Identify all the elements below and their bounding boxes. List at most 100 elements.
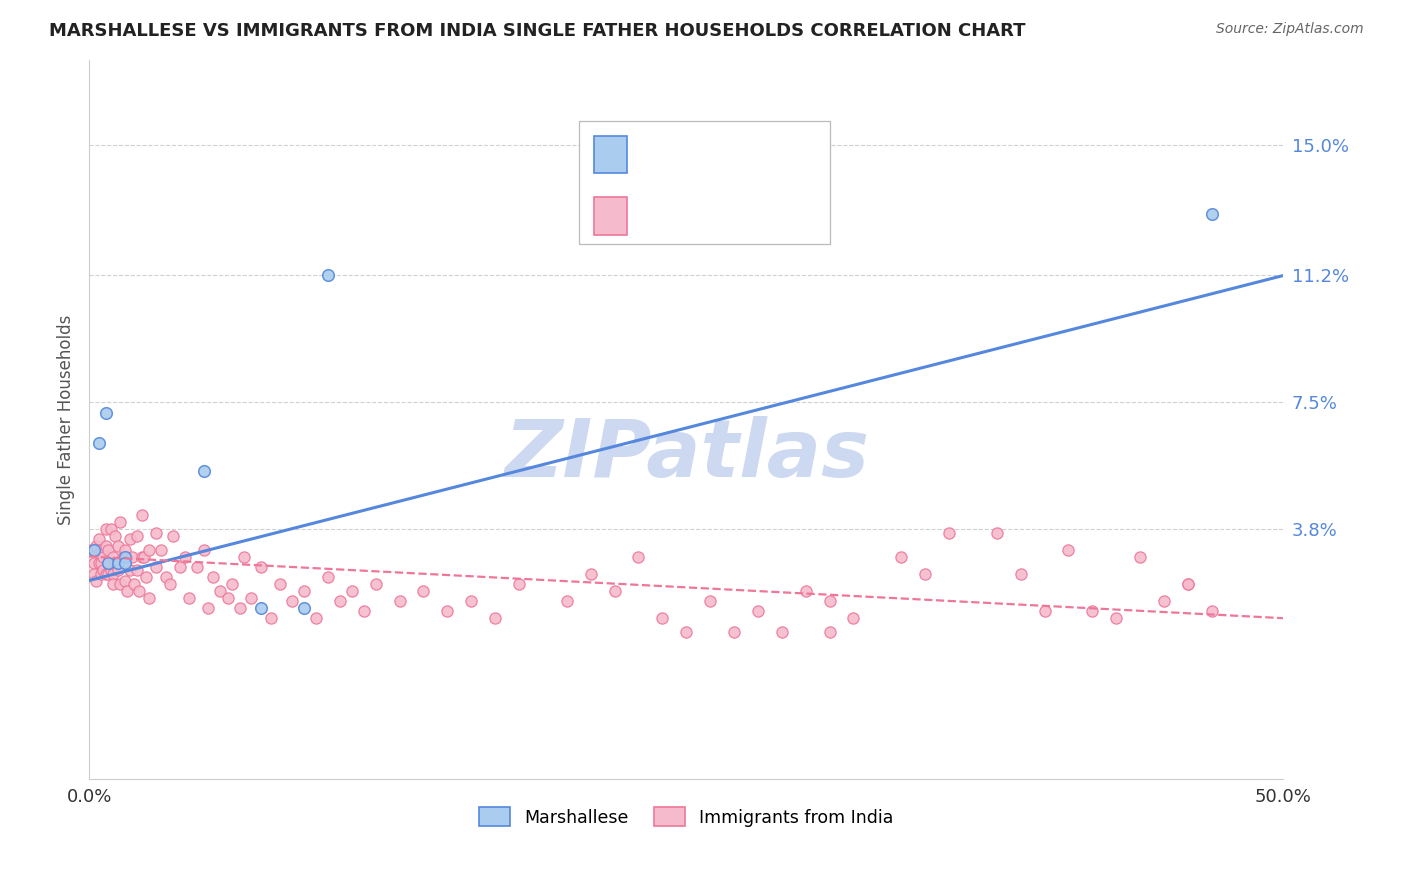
Text: ZIPatlas: ZIPatlas [503, 417, 869, 494]
Legend: Marshallese, Immigrants from India: Marshallese, Immigrants from India [470, 798, 903, 835]
Point [107, 539, 129, 553]
Point [121, 549, 143, 564]
Point [842, 611, 865, 625]
Text: Source: ZipAtlas.com: Source: ZipAtlas.com [1216, 22, 1364, 37]
Point [555, 594, 578, 608]
Point [747, 604, 769, 618]
Point [770, 624, 793, 639]
Point [101, 566, 124, 581]
Point [104, 557, 127, 571]
Point [107, 563, 129, 577]
Point [94, 539, 117, 553]
Point [87, 533, 110, 547]
Point [193, 542, 215, 557]
Point [460, 594, 482, 608]
Point [340, 583, 363, 598]
Point [675, 624, 697, 639]
Point [162, 529, 184, 543]
Point [250, 559, 273, 574]
Point [87, 436, 110, 450]
Point [1105, 611, 1128, 625]
Point [259, 611, 281, 625]
Point [794, 583, 817, 598]
Point [94, 566, 117, 581]
Point [87, 557, 110, 571]
Point [228, 601, 250, 615]
Point [117, 583, 139, 598]
Point [723, 624, 745, 639]
Point [93, 563, 115, 577]
Point [97, 557, 120, 571]
Point [179, 591, 201, 605]
Point [83, 566, 105, 581]
Point [579, 566, 602, 581]
Point [131, 508, 153, 523]
Point [100, 522, 122, 536]
Y-axis label: Single Father Households: Single Father Households [58, 314, 75, 524]
Point [364, 577, 387, 591]
Point [651, 611, 673, 625]
Point [114, 542, 136, 557]
Point [186, 559, 208, 574]
Point [281, 594, 304, 608]
Point [118, 533, 141, 547]
Point [90, 566, 112, 581]
Point [84, 539, 107, 553]
Point [145, 559, 167, 574]
Point [217, 591, 239, 605]
Point [938, 525, 960, 540]
Point [914, 566, 936, 581]
Point [240, 591, 263, 605]
Text: R =  0.732   N =  14: R = 0.732 N = 14 [640, 145, 814, 163]
Point [292, 601, 315, 615]
Point [627, 549, 650, 564]
Point [107, 557, 129, 571]
Point [169, 559, 191, 574]
Point [986, 525, 1008, 540]
Point [159, 577, 181, 591]
Point [193, 464, 215, 478]
Point [818, 594, 841, 608]
Point [128, 583, 150, 598]
Point [94, 522, 117, 536]
Point [108, 515, 131, 529]
Point [436, 604, 458, 618]
Point [124, 577, 146, 591]
Text: MARSHALLESE VS IMMIGRANTS FROM INDIA SINGLE FATHER HOUSEHOLDS CORRELATION CHART: MARSHALLESE VS IMMIGRANTS FROM INDIA SIN… [49, 22, 1026, 40]
Point [388, 594, 411, 608]
Point [1153, 594, 1175, 608]
Point [138, 591, 160, 605]
Point [97, 542, 120, 557]
Point [818, 624, 841, 639]
Point [316, 570, 339, 584]
Point [484, 611, 506, 625]
Point [197, 601, 219, 615]
Point [221, 577, 243, 591]
Point [1201, 207, 1223, 221]
Point [603, 583, 626, 598]
Point [118, 563, 141, 577]
Point [125, 563, 148, 577]
Point [508, 577, 530, 591]
Point [1057, 542, 1080, 557]
Point [1177, 577, 1199, 591]
Point [890, 549, 912, 564]
Point [138, 542, 160, 557]
Point [1129, 549, 1152, 564]
Point [80, 542, 103, 557]
Point [114, 549, 136, 564]
Point [305, 611, 328, 625]
Point [329, 594, 352, 608]
Text: R = -0.401   N = 110: R = -0.401 N = 110 [640, 207, 821, 225]
Point [111, 549, 134, 564]
Point [1033, 604, 1056, 618]
Point [90, 557, 112, 571]
Point [83, 542, 105, 557]
Point [233, 549, 256, 564]
Point [94, 406, 117, 420]
Point [316, 268, 339, 283]
Point [209, 583, 232, 598]
Point [101, 577, 124, 591]
Point [1010, 566, 1032, 581]
Point [83, 557, 105, 571]
